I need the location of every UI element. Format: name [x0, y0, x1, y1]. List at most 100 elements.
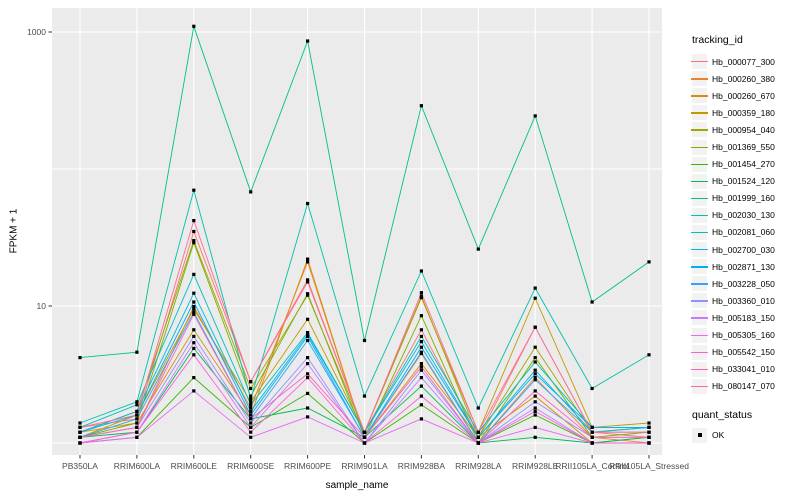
data-point[interactable] [533, 394, 537, 398]
legend-item-Hb_000954_040[interactable]: Hb_000954_040 [691, 121, 798, 138]
data-point[interactable] [590, 386, 594, 391]
data-point[interactable] [590, 441, 594, 445]
data-point[interactable] [590, 425, 594, 429]
legend-item-Hb_000077_300[interactable]: Hb_000077_300 [691, 53, 798, 70]
data-point[interactable] [249, 386, 253, 391]
data-point[interactable] [362, 435, 367, 439]
data-point[interactable] [533, 114, 537, 118]
data-point[interactable] [249, 380, 253, 384]
data-point[interactable] [192, 219, 196, 223]
data-point[interactable] [419, 376, 423, 380]
data-point[interactable] [192, 346, 196, 350]
data-point[interactable] [192, 341, 196, 345]
legend-item-Hb_002081_060[interactable]: Hb_002081_060 [691, 224, 798, 241]
data-point[interactable] [419, 314, 423, 318]
data-point[interactable] [192, 272, 196, 276]
legend-item-Hb_000260_380[interactable]: Hb_000260_380 [691, 70, 798, 87]
data-point[interactable] [362, 430, 367, 434]
data-point[interactable] [192, 310, 196, 314]
data-point[interactable] [647, 441, 651, 445]
data-point[interactable] [249, 394, 253, 398]
data-point[interactable] [647, 353, 651, 357]
legend-item-Hb_001999_160[interactable]: Hb_001999_160 [691, 190, 798, 207]
data-point[interactable] [476, 247, 480, 251]
data-point[interactable] [249, 413, 253, 417]
data-point[interactable] [533, 376, 537, 380]
data-point[interactable] [306, 415, 310, 419]
data-point[interactable] [192, 328, 196, 332]
data-point[interactable] [192, 24, 196, 28]
data-point[interactable] [533, 368, 537, 372]
data-point[interactable] [419, 269, 423, 273]
data-point[interactable] [590, 430, 594, 434]
data-point[interactable] [78, 421, 82, 425]
data-point[interactable] [135, 350, 139, 354]
data-point[interactable] [135, 421, 139, 425]
data-point[interactable] [419, 345, 423, 349]
data-point[interactable] [533, 413, 537, 417]
legend-item-Hb_003360_010[interactable]: Hb_003360_010 [691, 292, 798, 309]
legend-item-Hb_002700_030[interactable]: Hb_002700_030 [691, 241, 798, 258]
data-point[interactable] [306, 332, 310, 336]
data-point[interactable] [362, 441, 367, 445]
data-point[interactable] [78, 425, 82, 429]
data-point[interactable] [647, 421, 651, 425]
data-point[interactable] [647, 430, 651, 434]
data-point[interactable] [306, 334, 310, 338]
data-point[interactable] [135, 413, 139, 417]
data-point[interactable] [533, 296, 537, 300]
data-point[interactable] [419, 368, 423, 372]
data-point[interactable] [192, 389, 196, 393]
data-point[interactable] [533, 389, 537, 393]
legend-item-Hb_080147_070[interactable]: Hb_080147_070 [691, 378, 798, 395]
data-point[interactable] [533, 406, 537, 410]
data-point[interactable] [192, 307, 196, 311]
data-point[interactable] [476, 406, 480, 410]
data-point[interactable] [533, 425, 537, 429]
data-point[interactable] [533, 372, 537, 376]
legend-item-Hb_002030_130[interactable]: Hb_002030_130 [691, 207, 798, 224]
data-point[interactable] [419, 340, 423, 344]
data-point[interactable] [533, 409, 537, 413]
data-point[interactable] [533, 286, 537, 290]
data-point[interactable] [590, 300, 594, 304]
data-point[interactable] [306, 376, 310, 380]
legend-item-Hb_001454_270[interactable]: Hb_001454_270 [691, 156, 798, 173]
data-point[interactable] [135, 403, 139, 407]
data-point[interactable] [135, 417, 139, 421]
data-point[interactable] [192, 241, 196, 245]
data-point[interactable] [306, 292, 310, 296]
data-point[interactable] [306, 39, 310, 43]
legend-item-Hb_005542_150[interactable]: Hb_005542_150 [691, 344, 798, 361]
data-point[interactable] [249, 425, 253, 429]
data-point[interactable] [419, 417, 423, 421]
legend-item-Hb_000260_670[interactable]: Hb_000260_670 [691, 87, 798, 104]
data-point[interactable] [192, 229, 196, 234]
data-point[interactable] [306, 280, 310, 284]
data-point[interactable] [249, 397, 253, 401]
data-point[interactable] [419, 394, 423, 398]
data-point[interactable] [476, 435, 480, 439]
data-point[interactable] [192, 312, 196, 316]
data-point[interactable] [249, 435, 253, 439]
legend-item-Hb_005305_160[interactable]: Hb_005305_160 [691, 327, 798, 344]
data-point[interactable] [647, 425, 651, 429]
data-point[interactable] [419, 403, 423, 407]
data-point[interactable] [249, 409, 253, 413]
data-point[interactable] [192, 239, 196, 243]
data-point[interactable] [249, 406, 253, 410]
data-point[interactable] [362, 394, 367, 398]
data-point[interactable] [419, 294, 423, 298]
data-point[interactable] [249, 417, 253, 421]
data-point[interactable] [78, 430, 82, 434]
legend-item-Hb_002871_130[interactable]: Hb_002871_130 [691, 258, 798, 275]
data-point[interactable] [249, 190, 253, 194]
data-point[interactable] [135, 409, 139, 413]
legend-item-Hb_000359_180[interactable]: Hb_000359_180 [691, 104, 798, 121]
data-point[interactable] [590, 435, 594, 439]
data-point[interactable] [306, 257, 310, 261]
data-point[interactable] [419, 365, 423, 369]
legend-item-Hb_005183_150[interactable]: Hb_005183_150 [691, 309, 798, 326]
data-point[interactable] [533, 325, 537, 329]
data-point[interactable] [192, 353, 196, 357]
